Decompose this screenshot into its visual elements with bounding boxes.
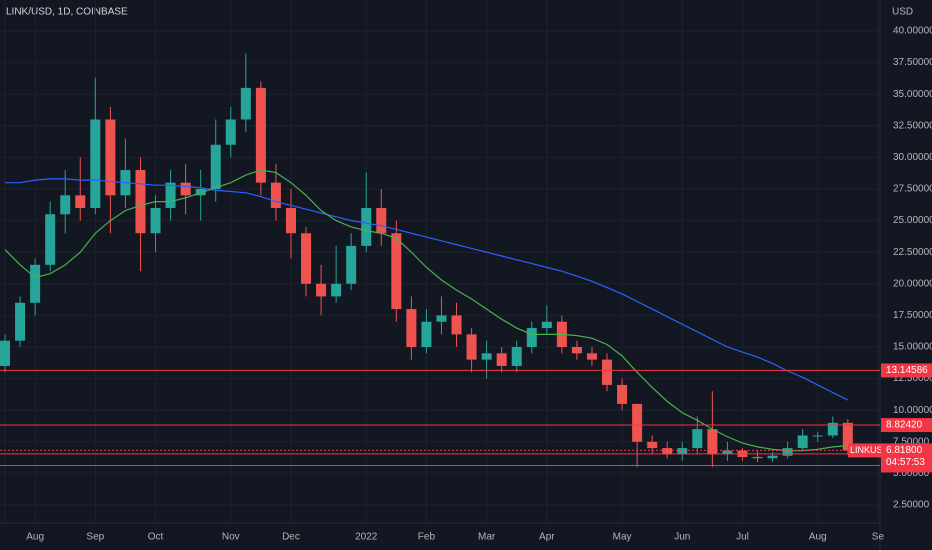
- price-label-box: [881, 418, 932, 433]
- candle-body: [827, 422, 838, 436]
- candle-body: [165, 182, 176, 208]
- x-tick-label: Sep: [86, 532, 104, 543]
- current-price: 6.81800: [886, 445, 923, 456]
- y-tick-label: 12.50000: [893, 373, 932, 384]
- candle-body: [842, 422, 853, 451]
- candle-body: [602, 359, 613, 385]
- y-tick-label: 15.00000: [893, 342, 932, 353]
- candle-body: [285, 207, 296, 234]
- candle-body: [752, 456, 763, 459]
- y-tick-label: 10.00000: [893, 405, 932, 416]
- current-price-box: [881, 443, 932, 470]
- y-tick-label: 27.50000: [893, 184, 932, 195]
- y-tick-label: 7.50000: [893, 436, 930, 447]
- x-tick-label: Aug: [26, 532, 44, 543]
- price-label: 8.82420: [886, 420, 923, 431]
- candle-body: [511, 347, 522, 366]
- candle-body: [90, 119, 101, 208]
- candle-body: [406, 309, 417, 347]
- candle-body: [331, 283, 342, 297]
- candle-body: [722, 450, 733, 455]
- candle-body: [632, 403, 643, 442]
- y-tick-label: 22.50000: [893, 247, 932, 258]
- countdown: 04:57:53: [886, 457, 925, 468]
- x-tick-label: Feb: [418, 532, 436, 543]
- chart-title: LINK/USD, 1D, COINBASE: [6, 7, 128, 18]
- moving-average: [4, 169, 848, 452]
- x-tick-label: May: [613, 532, 632, 543]
- y-tick-label: 20.00000: [893, 278, 932, 289]
- candle-body: [15, 302, 26, 341]
- candle-body: [421, 321, 432, 347]
- candle-body: [210, 144, 221, 189]
- candle-body: [436, 315, 447, 322]
- x-tick-label: Se: [872, 532, 885, 543]
- candle-body: [301, 233, 312, 284]
- candle-body: [376, 207, 387, 234]
- candle-body: [255, 87, 266, 183]
- x-tick-label: Nov: [222, 532, 240, 543]
- candle-body: [0, 340, 11, 366]
- candle-body: [225, 119, 236, 145]
- price-label-box: [881, 363, 932, 378]
- y-tick-label: 35.00000: [893, 89, 932, 100]
- candle-body: [481, 353, 492, 360]
- price-label: 13.14586: [886, 365, 928, 376]
- candle-body: [75, 195, 86, 208]
- candle-body: [647, 441, 658, 449]
- candle-body: [180, 182, 191, 196]
- x-tick-label: Jul: [736, 532, 749, 543]
- candle-body: [571, 347, 582, 354]
- candle-body: [767, 455, 778, 459]
- x-tick-label: Jun: [674, 532, 690, 543]
- candle-body: [361, 207, 372, 246]
- current-name: LINKUSD: [850, 445, 890, 455]
- candle-body: [617, 384, 628, 404]
- candle-body: [45, 214, 56, 265]
- candle-body: [105, 119, 116, 196]
- candle-body: [677, 448, 688, 455]
- candle-body: [60, 195, 71, 215]
- y-tick-label: 17.50000: [893, 310, 932, 321]
- candle-body: [391, 233, 402, 310]
- candle-body: [496, 353, 507, 366]
- x-tick-label: Dec: [282, 532, 300, 543]
- candle-body: [240, 87, 251, 120]
- y-tick-label: 2.50000: [893, 500, 930, 511]
- current-name-box: [848, 443, 881, 458]
- candle-body: [135, 170, 146, 234]
- candle-body: [466, 334, 477, 360]
- candle-body: [346, 245, 357, 284]
- y-tick-label: 32.50000: [893, 120, 932, 131]
- candle-body: [30, 264, 41, 303]
- candle-body: [692, 429, 703, 449]
- x-tick-label: 2022: [355, 532, 378, 543]
- candle-body: [150, 207, 161, 234]
- candle-body: [451, 315, 462, 335]
- candle-body: [541, 321, 552, 329]
- candle-body: [586, 353, 597, 360]
- candle-body: [316, 283, 327, 297]
- x-tick-label: Aug: [809, 532, 827, 543]
- y-tick-label: 37.50000: [893, 57, 932, 68]
- x-tick-label: Oct: [148, 532, 164, 543]
- axis-unit: USD: [892, 7, 913, 18]
- candle-body: [270, 182, 281, 208]
- candle-body: [526, 328, 537, 347]
- y-tick-label: 25.00000: [893, 215, 932, 226]
- candle-body: [707, 429, 718, 455]
- moving-average: [5, 178, 849, 401]
- candle-body: [797, 435, 808, 449]
- x-tick-label: Apr: [539, 532, 555, 543]
- x-tick-label: Mar: [478, 532, 496, 543]
- y-tick-label: 30.00000: [893, 152, 932, 163]
- y-tick-label: 5.00000: [893, 468, 930, 479]
- candle-body: [662, 448, 673, 455]
- candle-body: [782, 448, 793, 456]
- y-tick-label: 40.00000: [893, 26, 932, 37]
- candle-body: [812, 435, 823, 437]
